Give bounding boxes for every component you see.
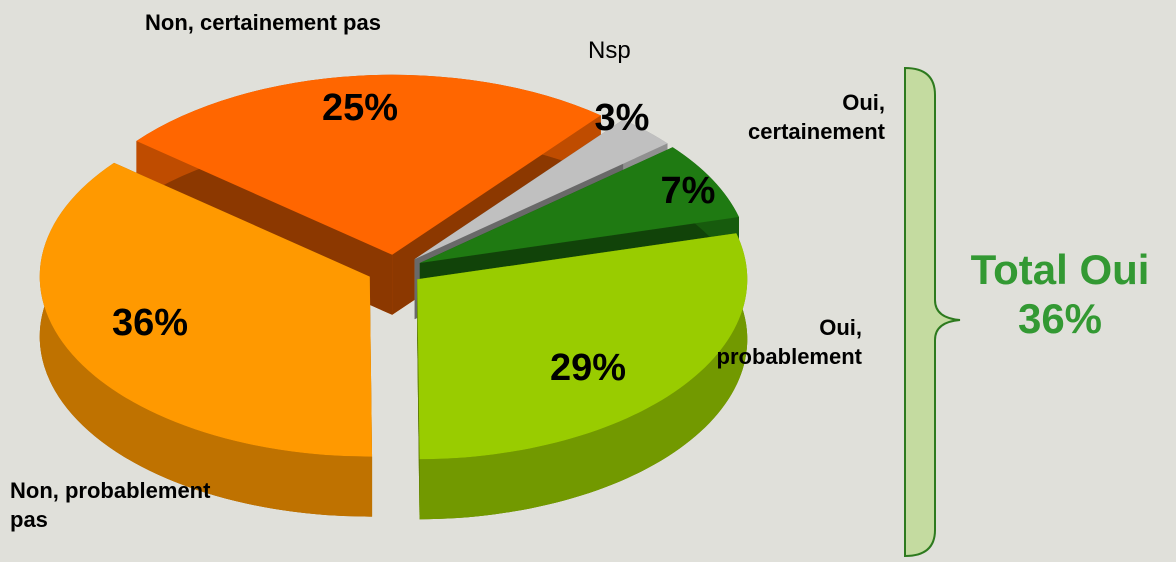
slice-side	[417, 279, 420, 520]
annotation-title: Total Oui	[971, 246, 1150, 293]
value-label: 29%	[550, 347, 626, 389]
value-label: 7%	[661, 170, 716, 212]
value-label: 36%	[112, 302, 188, 344]
pie	[39, 74, 748, 520]
slice-side-shade	[417, 279, 420, 520]
value-label: 3%	[595, 97, 650, 139]
category-label: Oui, certainement	[748, 90, 885, 144]
slice	[39, 162, 373, 517]
slice-top	[417, 233, 748, 460]
slice-rim-shade	[419, 233, 748, 520]
annotation-value: 36%	[1018, 295, 1102, 342]
slice-top	[419, 147, 739, 263]
category-label: Oui, probablement	[716, 315, 862, 369]
value-label: 25%	[322, 87, 398, 129]
category-label: Non, certainement pas	[145, 10, 381, 35]
slice-top	[39, 162, 373, 457]
brace	[904, 66, 961, 558]
slice-rim-shade	[39, 162, 373, 517]
category-label: Nsp	[588, 37, 631, 64]
slice-top	[414, 119, 668, 260]
slice-top	[136, 74, 601, 255]
slice	[417, 233, 748, 520]
category-label: Non, probablement pas	[10, 478, 211, 532]
slice-rim	[39, 162, 373, 517]
slice-rim	[419, 233, 748, 520]
